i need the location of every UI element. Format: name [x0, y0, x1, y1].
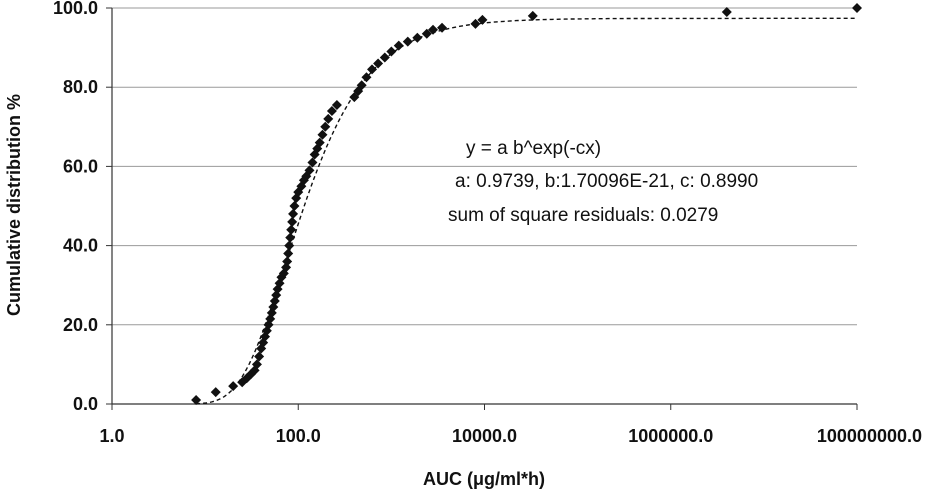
data-point-1	[210, 387, 221, 398]
residuals-annotation: sum of square residuals: 0.0279	[448, 205, 718, 226]
data-point-55	[393, 40, 404, 51]
data-point-60	[437, 22, 448, 33]
y-tick-label-3: 60.0	[63, 156, 98, 176]
data-point-37	[304, 165, 315, 176]
x-tick-labels: 1.0 100.0 10000.0 1000000.0 100000000.0	[99, 426, 922, 446]
data-point-61	[470, 18, 481, 29]
x-axis-title: AUC (μg/ml*h)	[423, 469, 545, 489]
data-point-64	[721, 6, 732, 17]
data-point-31	[289, 201, 300, 211]
data-point-50	[361, 72, 372, 83]
parameters-annotation: a: 0.9739, b:1.70096E-21, c: 0.8990	[455, 171, 758, 192]
x-tick-label-2: 10000.0	[452, 426, 517, 446]
data-points	[191, 3, 862, 406]
data-point-44	[323, 113, 334, 124]
data-point-62	[477, 14, 488, 25]
x-tick-label-1: 100.0	[276, 426, 321, 446]
gridlines	[112, 7, 857, 326]
y-tick-label-5: 100.0	[53, 0, 98, 18]
data-point-0	[191, 395, 202, 406]
data-point-54	[386, 46, 397, 57]
data-point-42	[317, 129, 328, 140]
data-point-41	[314, 137, 325, 148]
data-point-59	[428, 24, 439, 35]
y-axis-title: Cumulative distribution %	[4, 94, 24, 316]
data-point-8	[254, 351, 265, 362]
x-tick-label-4: 100000000.0	[817, 426, 922, 446]
data-point-65	[852, 3, 862, 13]
x-tick-label-0: 1.0	[99, 426, 124, 446]
data-point-46	[331, 100, 342, 111]
equation-annotation: y = a b^exp(-cx)	[466, 138, 601, 159]
y-tick-label-4: 80.0	[63, 77, 98, 97]
data-point-51	[367, 64, 378, 75]
data-point-58	[421, 28, 432, 39]
x-tick-label-3: 1000000.0	[628, 426, 713, 446]
fit-curve	[196, 17, 857, 405]
fit-curve-group	[196, 17, 857, 405]
data-point-7	[251, 359, 262, 370]
data-point-30	[288, 208, 299, 219]
data-point-27	[285, 232, 296, 243]
data-point-52	[373, 58, 384, 69]
data-point-38	[307, 157, 318, 168]
data-point-24	[282, 256, 293, 267]
y-tick-labels: 0.0 20.0 40.0 60.0 80.0 100.0	[53, 0, 98, 414]
data-point-25	[283, 248, 294, 259]
data-point-53	[379, 52, 390, 63]
data-point-56	[402, 36, 413, 47]
data-point-28	[286, 224, 297, 235]
axes	[106, 7, 858, 410]
data-point-45	[326, 105, 337, 116]
y-tick-label-2: 40.0	[63, 236, 98, 256]
data-point-26	[284, 240, 295, 251]
data-point-6	[249, 365, 260, 376]
data-point-57	[412, 32, 423, 43]
data-point-63	[527, 10, 538, 21]
y-tick-label-0: 0.0	[73, 394, 98, 414]
y-tick-label-1: 20.0	[63, 315, 98, 335]
data-point-2	[228, 381, 239, 392]
data-point-49	[356, 80, 367, 91]
data-point-29	[287, 216, 298, 227]
data-point-43	[320, 121, 331, 132]
